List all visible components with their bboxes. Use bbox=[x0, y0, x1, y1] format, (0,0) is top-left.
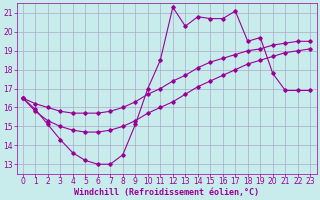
X-axis label: Windchill (Refroidissement éolien,°C): Windchill (Refroidissement éolien,°C) bbox=[74, 188, 259, 197]
